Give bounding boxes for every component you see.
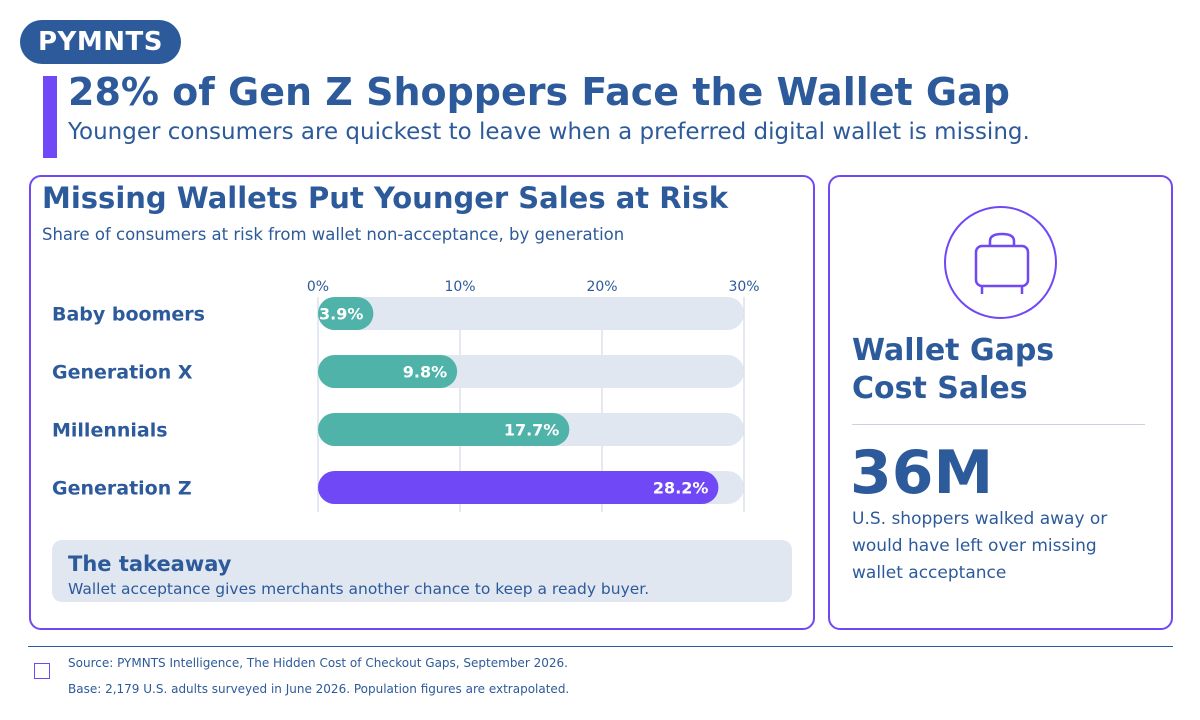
takeaway-title: The takeaway [68, 552, 232, 576]
category-label: Generation Z [52, 478, 192, 500]
value-label: 9.8% [403, 363, 447, 382]
takeaway-box: The takeaway Wallet acceptance gives mer… [52, 540, 792, 602]
value-label: 17.7% [504, 421, 560, 440]
stat-panel [828, 175, 1173, 630]
bar [318, 413, 570, 446]
footer-marker [34, 663, 50, 679]
x-tick-label: 30% [728, 279, 759, 295]
stat-heading: Wallet Gaps Cost Sales [852, 332, 1054, 408]
footer-rule [28, 646, 1173, 647]
chart-panel [29, 175, 815, 630]
icon-circle [944, 206, 1057, 319]
category-label: Baby boomers [52, 304, 205, 326]
value-label: 28.2% [653, 479, 709, 498]
footer-base: Base: 2,179 U.S. adults surveyed in June… [68, 682, 570, 696]
headline-accent-bar [43, 76, 57, 158]
x-tick-label: 10% [444, 279, 475, 295]
takeaway-text: Wallet acceptance gives merchants anothe… [68, 580, 650, 598]
category-label: Generation X [52, 362, 193, 384]
bar [318, 471, 719, 504]
pymnts-logo: PYMNTS [20, 20, 181, 64]
bar-track [318, 297, 744, 330]
x-tick-label: 0% [307, 279, 329, 295]
stat-heading-line1: Wallet Gaps [852, 333, 1055, 368]
page-headline: 28% of Gen Z Shoppers Face the Wallet Ga… [68, 70, 1010, 114]
bar [318, 355, 458, 388]
chart-title: Missing Wallets Put Younger Sales at Ris… [42, 181, 729, 215]
value-label: 3.9% [319, 305, 363, 324]
category-label: Millennials [52, 420, 168, 442]
page-subhead: Younger consumers are quickest to leave … [68, 119, 1030, 145]
stat-big-number: 36M [850, 438, 994, 508]
stat-description: U.S. shoppers walked away or would have … [852, 509, 1108, 583]
stat-divider [852, 424, 1145, 425]
bar [318, 297, 374, 330]
footer-source: Source: PYMNTS Intelligence, The Hidden … [68, 656, 568, 670]
x-tick-label: 20% [586, 279, 617, 295]
shopping-bag-icon [974, 232, 1030, 294]
stat-heading-line2: Cost Sales [852, 371, 1028, 406]
chart-subtitle: Share of consumers at risk from wallet n… [42, 225, 625, 244]
